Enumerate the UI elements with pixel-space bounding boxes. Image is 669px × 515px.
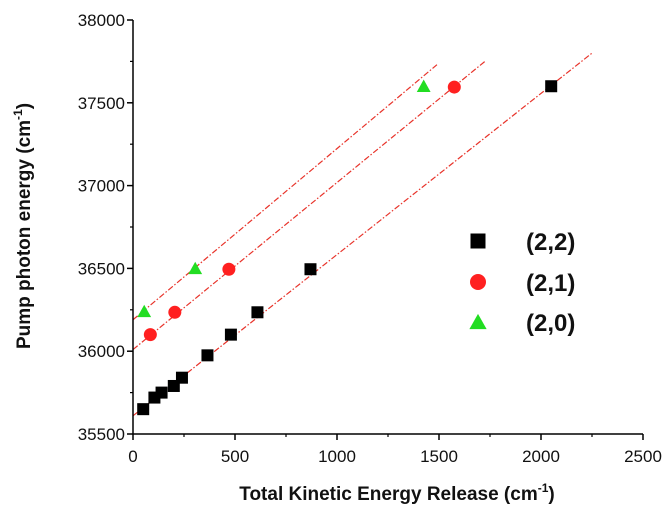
y-tick-label: 38000	[78, 11, 125, 30]
legend-marker	[470, 274, 486, 290]
data-point	[201, 349, 214, 362]
data-points	[137, 79, 558, 416]
x-axis-title: Total Kinetic Energy Release (cm-1)	[239, 481, 554, 505]
data-point	[188, 261, 203, 275]
legend-marker	[469, 313, 487, 330]
axes: 0 500 1000 1500 2000 2500 35500 36000 36500 37000…	[78, 11, 662, 466]
legend: (2,2) (2,1) (2,0)	[469, 229, 575, 337]
y-axis-title: Pump photon energy (cm-1)	[11, 103, 35, 349]
legend-marker	[470, 233, 486, 249]
data-point	[447, 80, 461, 94]
fit-line	[132, 64, 438, 321]
y-tick-label: 36500	[78, 259, 125, 278]
x-tick-label: 1000	[318, 447, 356, 466]
x-tick-label: 2500	[624, 447, 662, 466]
data-point	[222, 262, 236, 276]
legend-label: (2,2)	[526, 229, 575, 256]
data-point	[224, 328, 237, 341]
data-point	[168, 305, 182, 319]
fit-line	[132, 52, 593, 417]
fit-lines	[132, 52, 593, 417]
y-tick-label: 35500	[78, 425, 125, 444]
y-tick-label: 37500	[78, 94, 125, 113]
y-tick-label: 36000	[78, 342, 125, 361]
x-tick-label: 500	[221, 447, 249, 466]
y-tick-label: 37000	[78, 177, 125, 196]
x-tick-label: 0	[128, 447, 137, 466]
data-point	[137, 304, 152, 318]
legend-label: (2,1)	[526, 270, 575, 297]
fit-line	[132, 60, 486, 351]
data-point	[416, 79, 431, 92]
data-point	[175, 371, 188, 384]
data-point	[545, 80, 558, 93]
data-point	[251, 306, 264, 319]
data-point	[137, 403, 150, 416]
data-point	[304, 263, 317, 276]
x-tick-label: 1500	[420, 447, 458, 466]
data-point	[143, 328, 157, 342]
legend-label: (2,0)	[526, 310, 575, 337]
x-tick-label: 2000	[522, 447, 560, 466]
data-point	[155, 386, 168, 399]
